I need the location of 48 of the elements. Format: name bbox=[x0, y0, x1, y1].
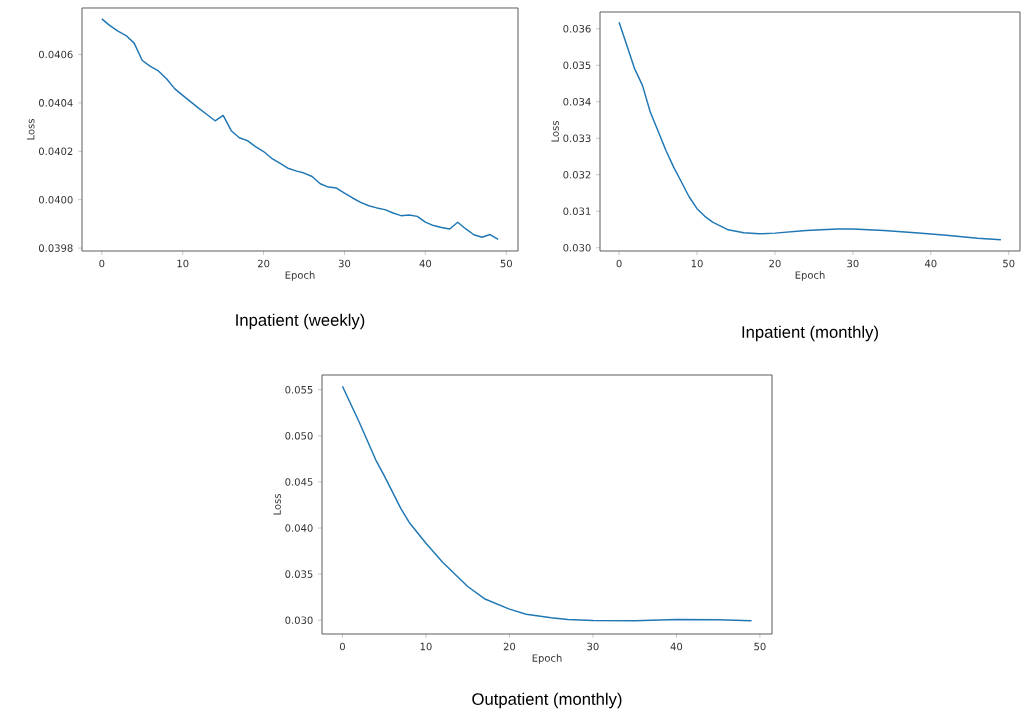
x-tick-label: 50 bbox=[500, 259, 512, 268]
y-tick-label: 0.032 bbox=[563, 170, 591, 179]
x-tick-label: 20 bbox=[503, 642, 516, 651]
text: Inpatient (weekly) bbox=[236, 313, 365, 330]
y-axis-title: Loss bbox=[27, 119, 35, 140]
x-axis-title: Epoch bbox=[285, 271, 315, 281]
y-axis-title: Loss bbox=[551, 121, 559, 142]
x-tick-label: 10 bbox=[420, 642, 432, 651]
text: Outpatient (monthly) bbox=[472, 692, 622, 709]
x-tick-label: 0 bbox=[99, 259, 105, 268]
y-tick-label: 0.030 bbox=[563, 243, 591, 252]
y-tick-label: 0.0404 bbox=[38, 99, 73, 107]
y-axis-title: Loss bbox=[273, 494, 281, 515]
x-tick-label: 30 bbox=[847, 259, 859, 268]
y-tick-label: 0.034 bbox=[563, 97, 591, 106]
x-tick-label: 20 bbox=[257, 259, 270, 268]
y-tick-label: 0.055 bbox=[285, 385, 313, 394]
x-axis-title: Epoch bbox=[795, 271, 825, 281]
y-tick-label: 0.031 bbox=[563, 207, 591, 216]
x-tick-label: 30 bbox=[338, 259, 351, 268]
line-series bbox=[618, 21, 1002, 241]
y-tick-label: 0.035 bbox=[285, 570, 313, 578]
y-tick-label: 0.040 bbox=[285, 524, 313, 532]
x-tick-label: 30 bbox=[587, 642, 599, 651]
x-tick-label: 40 bbox=[419, 259, 432, 268]
text: Inpatient (monthly) bbox=[742, 325, 878, 342]
x-tick-label: 10 bbox=[691, 259, 703, 268]
y-tick-label: 0.0398 bbox=[38, 244, 73, 252]
x-tick-label: 10 bbox=[177, 259, 189, 268]
y-tick-label: 0.0400 bbox=[38, 195, 73, 204]
x-tick-label: 50 bbox=[754, 642, 766, 651]
y-tick-label: 0.0406 bbox=[38, 50, 73, 59]
y-tick-label: 0.050 bbox=[285, 432, 313, 440]
line-series bbox=[101, 18, 499, 241]
y-tick-label: 0.045 bbox=[285, 478, 313, 486]
y-tick-label: 0.036 bbox=[563, 24, 591, 33]
x-tick-label: 0 bbox=[339, 642, 345, 651]
line-series bbox=[341, 385, 753, 622]
x-tick-label: 40 bbox=[670, 642, 683, 651]
x-tick-label: 40 bbox=[924, 259, 937, 268]
x-tick-label: 20 bbox=[769, 259, 781, 268]
y-tick-label: 0.033 bbox=[563, 134, 591, 143]
y-tick-label: 0.030 bbox=[285, 616, 313, 624]
x-axis-title: Epoch bbox=[532, 654, 562, 664]
y-tick-label: 0.0402 bbox=[38, 147, 73, 156]
y-tick-label: 0.035 bbox=[563, 61, 591, 70]
x-tick-label: 0 bbox=[616, 259, 622, 268]
x-tick-label: 50 bbox=[1003, 259, 1015, 268]
